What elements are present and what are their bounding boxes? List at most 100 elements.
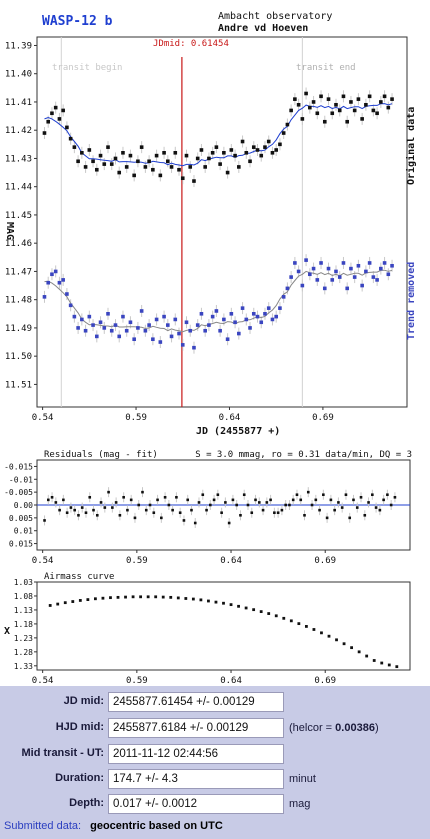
trend-data-point — [143, 328, 148, 333]
residual-point — [280, 508, 284, 512]
residual-point — [129, 498, 133, 502]
trend-data-point — [371, 275, 376, 279]
trend-data-point — [210, 314, 215, 319]
original-data-point — [296, 102, 301, 107]
residual-point — [386, 493, 389, 497]
trend-data-point — [128, 320, 133, 325]
original-data-point — [207, 156, 211, 161]
trend-data-point — [237, 331, 241, 336]
hjd-mid-field[interactable]: 2455877.6184 +/- 0.00129 — [108, 718, 284, 738]
original-data-point — [53, 105, 58, 110]
duration-unit: minut — [289, 773, 316, 785]
original-data-point — [151, 167, 155, 172]
trend-data-point — [173, 317, 178, 322]
trend-data-point — [117, 334, 122, 339]
residual-point — [148, 503, 152, 507]
original-data-point — [169, 165, 174, 169]
main-x-axis: 0.54 0.59 0.64 0.69 — [32, 407, 334, 423]
residual-point — [209, 503, 212, 507]
mid-transit-field[interactable]: 2011-11-12 02:44:56 — [108, 744, 284, 764]
residual-point — [107, 490, 110, 494]
airmass-point — [116, 595, 120, 599]
trend-data-point — [91, 323, 95, 327]
trend-data-point — [124, 328, 129, 333]
residual-point — [182, 519, 186, 522]
airmass-y-tick-label: 1.23 — [14, 634, 33, 643]
original-fit-line — [44, 103, 393, 167]
trend-data-point — [109, 328, 114, 333]
trend-data-point — [94, 334, 99, 339]
airmass-point — [161, 595, 165, 599]
trend-data-point — [136, 326, 140, 330]
hjd-mid-row: HJD mid: 2455877.6184 +/- 0.00129 (helco… — [0, 718, 430, 740]
trend-data-point — [139, 309, 144, 313]
submitted-value: geocentric based on UTC — [90, 820, 223, 832]
residuals-y-tick-label: -0.015 — [4, 462, 33, 471]
original-data-point — [214, 145, 219, 149]
original-data-point — [113, 156, 118, 161]
trend-data-point — [293, 261, 297, 265]
original-data-point — [192, 179, 196, 183]
airmass-point — [63, 601, 67, 605]
main-y-tick-label: 11.45 — [5, 211, 32, 221]
main-data-points — [42, 87, 394, 354]
original-data-point — [184, 153, 189, 158]
residual-point — [231, 498, 235, 502]
airmass-y-tick-label: 1.03 — [14, 578, 33, 587]
trend-data-point — [334, 269, 338, 274]
trend-data-point — [274, 314, 278, 319]
original-data-label: Original data — [405, 107, 417, 185]
airmass-point — [199, 598, 203, 602]
trend-data-point — [319, 261, 323, 265]
original-data-point — [188, 165, 193, 169]
trend-data-point — [166, 323, 170, 327]
main-y-tick-label: 11.50 — [5, 352, 32, 362]
depth-field[interactable]: 0.017 +/- 0.0012 — [108, 794, 284, 814]
airmass-point — [71, 600, 75, 603]
original-data-point — [349, 100, 353, 104]
helcor-suffix: ) — [374, 722, 379, 734]
residual-point — [250, 511, 254, 515]
residuals-y-tick-label: -0.01 — [9, 475, 33, 484]
trend-data-point — [285, 286, 290, 291]
original-data-point — [109, 162, 114, 166]
residual-point — [325, 516, 329, 520]
residual-point — [84, 511, 88, 515]
airmass-point — [154, 595, 158, 599]
trend-data-point — [121, 314, 125, 319]
airmass-y-tick-label: 1.13 — [14, 606, 33, 615]
residual-point — [344, 493, 348, 497]
residual-point — [186, 498, 190, 502]
original-data-point — [229, 148, 234, 152]
residuals-stats: S = 3.0 mmag, ro = 0.31 data/min, DQ = 3 — [195, 450, 412, 460]
residual-point — [227, 521, 231, 525]
trend-data-point — [266, 306, 271, 310]
residual-point — [235, 503, 238, 507]
main-y-tick-label: 11.51 — [5, 380, 32, 390]
trend-data-point — [379, 266, 383, 271]
original-data-point — [166, 159, 170, 164]
residual-point — [220, 511, 223, 515]
helcor-prefix: (helcor = — [289, 722, 336, 734]
original-data-point — [102, 162, 107, 166]
airmass-point — [365, 654, 369, 658]
jd-mid-field[interactable]: 2455877.61454 +/- 0.00129 — [108, 692, 284, 712]
duration-field[interactable]: 174.7 +/- 4.3 — [108, 769, 284, 789]
airmass-y-tick-label: 1.33 — [14, 662, 33, 671]
original-data-point — [57, 117, 62, 121]
airmass-point — [342, 642, 346, 646]
residual-point — [103, 506, 107, 509]
airmass-point — [372, 659, 376, 662]
residual-point — [337, 501, 340, 504]
original-data-point — [356, 97, 361, 101]
trend-data-point — [158, 340, 163, 344]
trend-data-point — [255, 314, 260, 319]
airmass-point — [101, 596, 105, 600]
original-data-point — [360, 117, 364, 121]
original-data-point — [237, 165, 241, 169]
trend-data-point — [87, 314, 92, 319]
residual-point — [156, 498, 159, 502]
trend-data-point — [50, 272, 54, 277]
depth-row: Depth: 0.017 +/- 0.0012 mag — [0, 794, 430, 816]
residual-point — [171, 508, 174, 512]
